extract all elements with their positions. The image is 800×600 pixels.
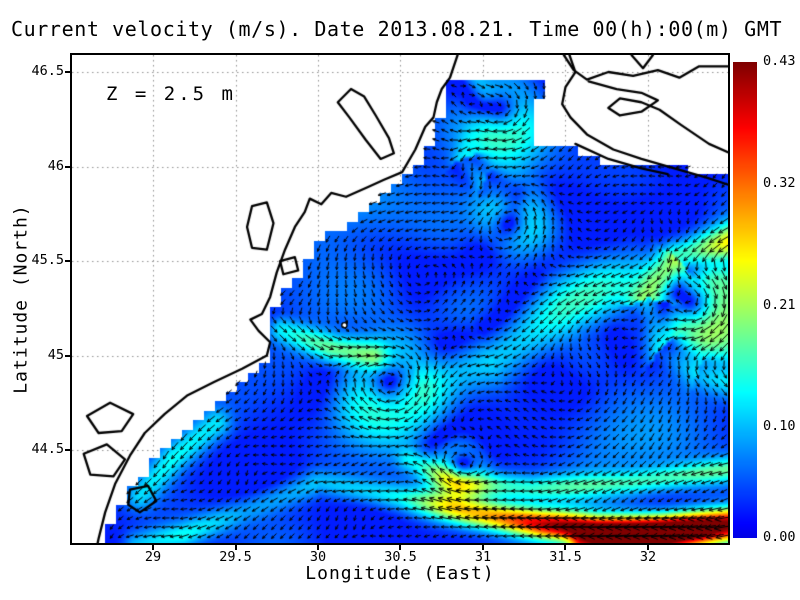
colorbar-tick-label: 0.00 bbox=[763, 529, 796, 545]
y-tick-mark bbox=[65, 354, 70, 357]
x-tick-label: 30 bbox=[309, 549, 327, 565]
x-tick-label: 32 bbox=[639, 549, 657, 565]
x-axis-label: Longitude (East) bbox=[305, 563, 495, 584]
colorbar-tick-label: 0.10 bbox=[763, 418, 796, 435]
y-tick-mark bbox=[65, 449, 70, 451]
chart-title: Current velocity (m/s). Date 2013.08.21.… bbox=[11, 17, 783, 41]
x-tick-label: 31 bbox=[474, 549, 492, 565]
colorbar-tick-label: 0.32 bbox=[763, 174, 796, 191]
colorbar bbox=[733, 62, 757, 538]
colorbar-tick-label: 0.43 bbox=[763, 53, 796, 69]
x-tick-label: 29 bbox=[144, 549, 162, 565]
x-tick-label: 31.5 bbox=[549, 549, 582, 565]
vector-field-map-canvas bbox=[72, 55, 728, 543]
plot-area: Z = 2.5 m bbox=[70, 53, 730, 545]
x-tick-mark bbox=[317, 545, 319, 550]
colorbar-tick-label: 0.21 bbox=[763, 296, 796, 313]
y-tick-label: 45.5 bbox=[31, 252, 64, 268]
y-tick-mark bbox=[65, 165, 70, 168]
y-tick-label: 45 bbox=[47, 346, 64, 363]
depth-annotation: Z = 2.5 m bbox=[106, 83, 236, 105]
x-tick-mark bbox=[646, 545, 649, 550]
y-axis-label: Latitude (North) bbox=[10, 204, 32, 394]
x-tick-label: 30.5 bbox=[384, 549, 417, 565]
y-tick-label: 46.5 bbox=[31, 63, 64, 79]
x-tick-mark bbox=[564, 545, 567, 550]
y-tick-label: 44.5 bbox=[31, 441, 64, 457]
x-tick-mark bbox=[152, 545, 154, 550]
y-tick-mark bbox=[65, 71, 70, 73]
x-tick-mark bbox=[481, 545, 484, 550]
x-tick-mark bbox=[399, 545, 402, 550]
x-tick-mark bbox=[234, 545, 237, 550]
y-tick-label: 46 bbox=[47, 157, 64, 174]
x-tick-label: 29.5 bbox=[219, 549, 252, 565]
y-tick-mark bbox=[65, 260, 70, 262]
